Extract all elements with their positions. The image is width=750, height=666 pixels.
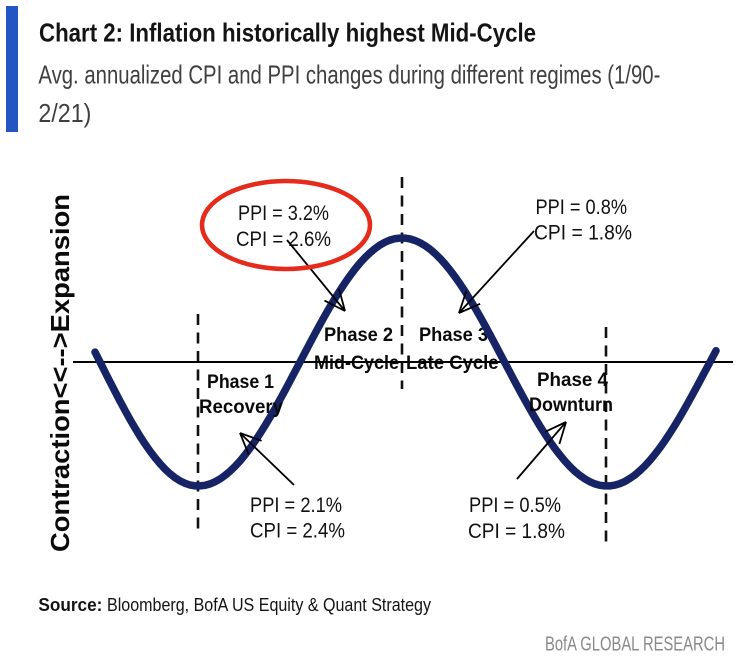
svg-text:Contraction<<-->Expansion: Contraction<<-->Expansion xyxy=(45,194,75,552)
svg-text:Avg. annualized CPI and PPI ch: Avg. annualized CPI and PPI changes duri… xyxy=(38,60,660,90)
svg-text:CPI = 2.4%: CPI = 2.4% xyxy=(250,519,345,543)
svg-text:Phase 1: Phase 1 xyxy=(207,372,274,393)
svg-text:Bloomberg, BofA US Equity & Qu: Bloomberg, BofA US Equity & Quant Strate… xyxy=(107,594,432,615)
svg-text:Downturn: Downturn xyxy=(529,395,613,416)
svg-text:Mid-Cycle: Mid-Cycle xyxy=(314,353,399,374)
svg-text:PPI = 2.1%: PPI = 2.1% xyxy=(250,493,342,517)
svg-text:PPI = 0.8%: PPI = 0.8% xyxy=(536,195,628,219)
svg-text:2/21): 2/21) xyxy=(38,98,91,128)
svg-text:BofA GLOBAL RESEARCH: BofA GLOBAL RESEARCH xyxy=(545,634,725,656)
svg-text:PPI = 0.5%: PPI = 0.5% xyxy=(469,493,561,517)
svg-text:Phase 2: Phase 2 xyxy=(324,325,393,346)
svg-text:Source:: Source: xyxy=(38,594,102,615)
svg-text:CPI = 2.6%: CPI = 2.6% xyxy=(236,227,331,251)
svg-text:CPI = 1.8%: CPI = 1.8% xyxy=(534,221,632,245)
svg-text:PPI = 3.2%: PPI = 3.2% xyxy=(238,201,329,225)
svg-text:Late Cycle: Late Cycle xyxy=(406,353,499,374)
svg-text:Recovery: Recovery xyxy=(199,397,283,418)
svg-text:Phase 4: Phase 4 xyxy=(537,370,608,391)
svg-text:Chart 2: Inflation historicall: Chart 2: Inflation historically highest … xyxy=(39,18,536,48)
svg-text:Phase 3: Phase 3 xyxy=(419,325,488,346)
svg-text:CPI = 1.8%: CPI = 1.8% xyxy=(468,519,565,543)
